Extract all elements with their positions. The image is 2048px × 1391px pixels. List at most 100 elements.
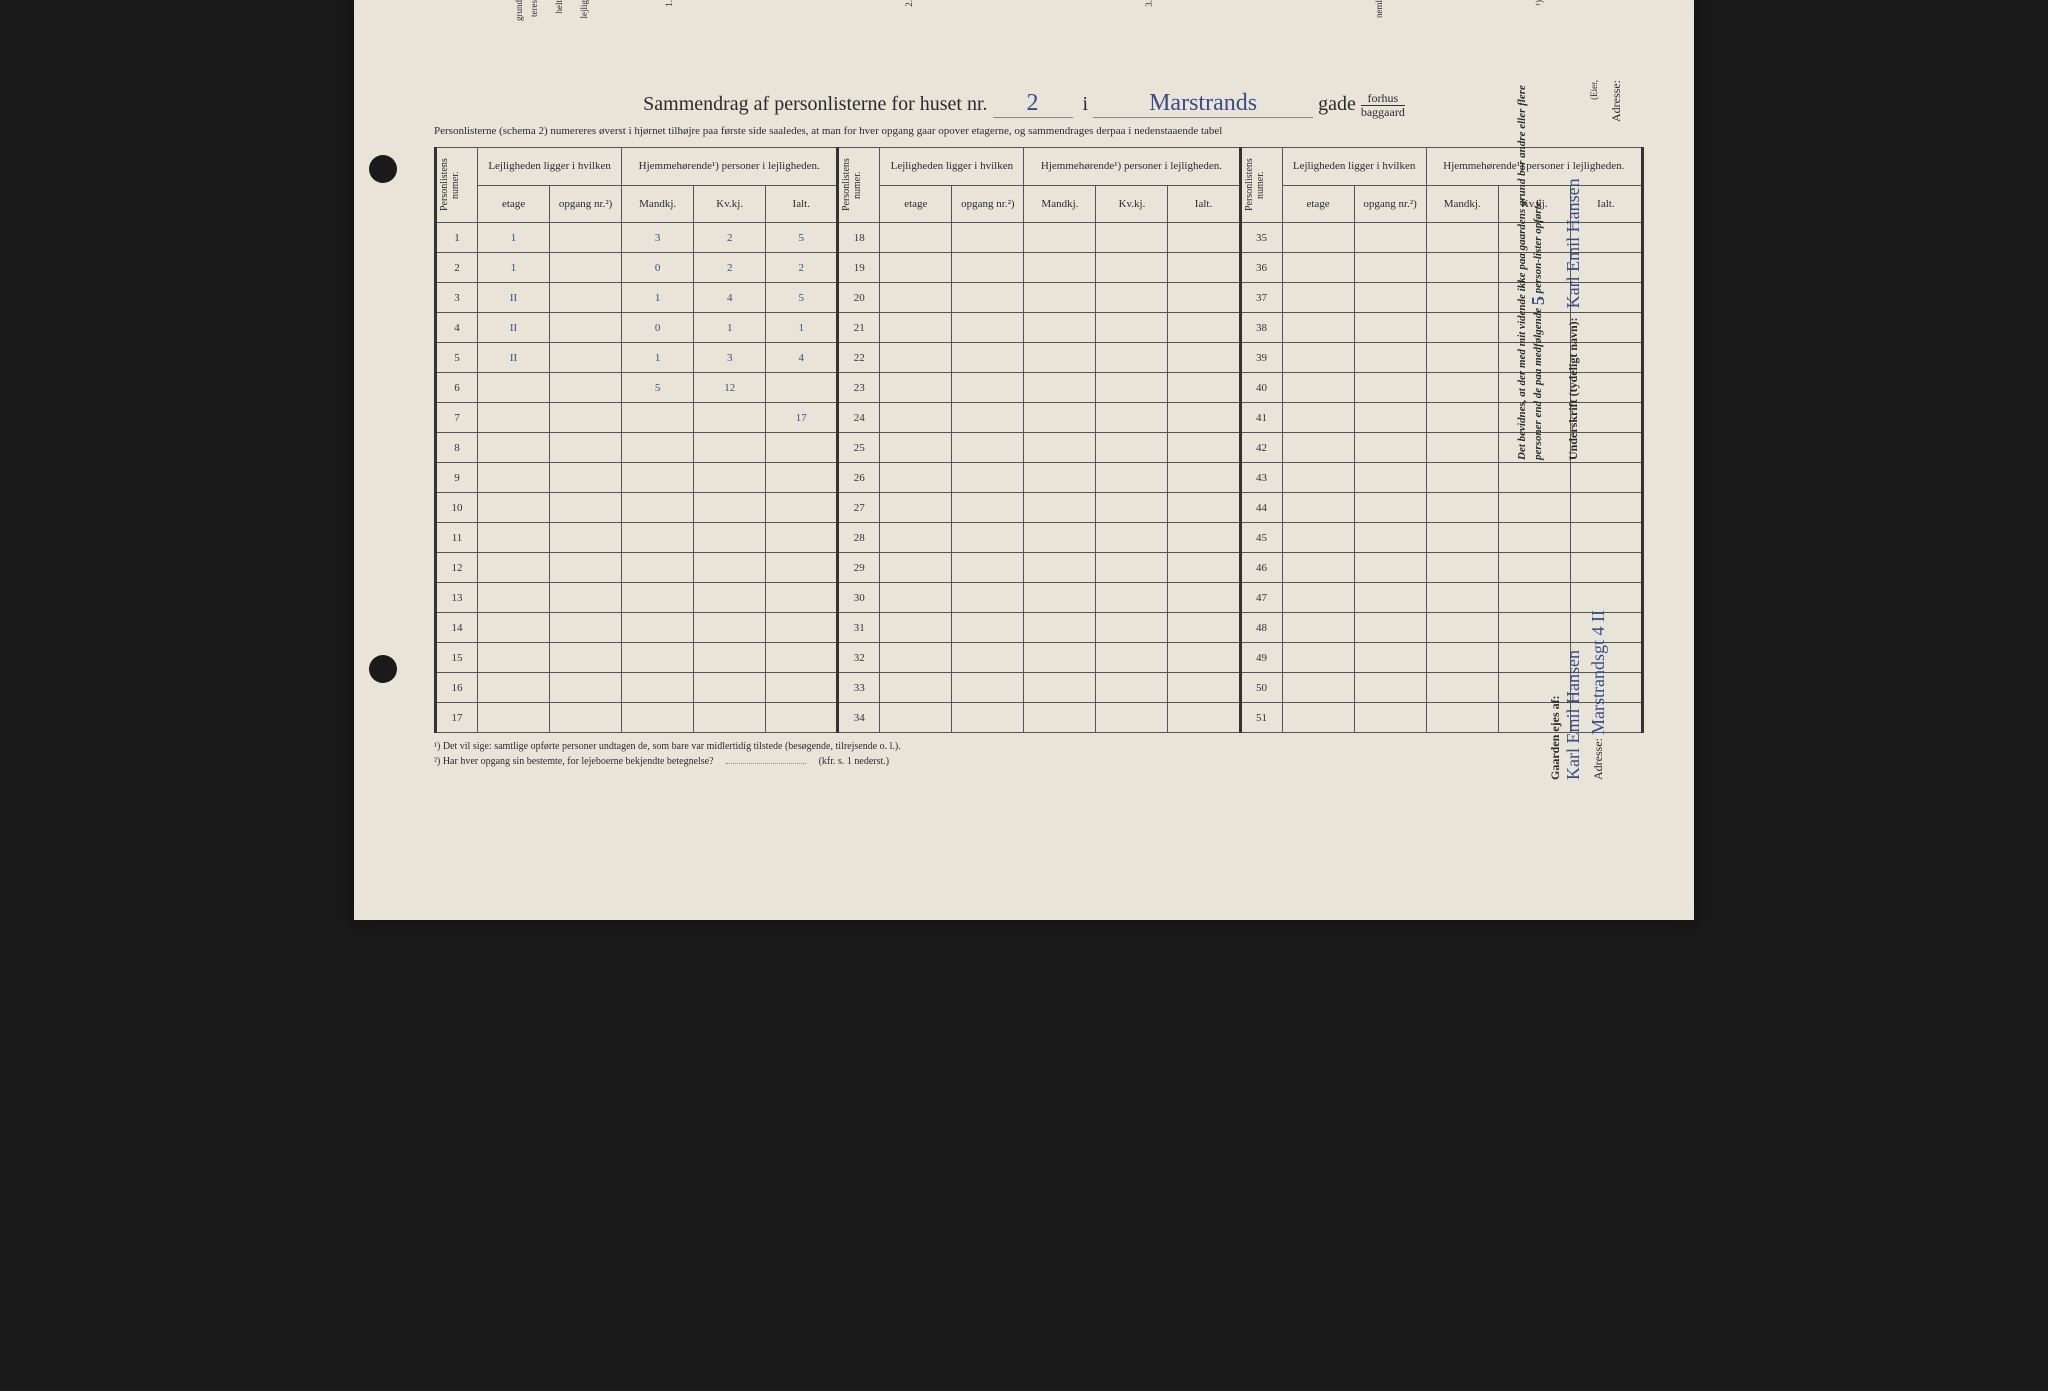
footnote-2: ²) Har hver opgang sin bestemte, for lej… — [434, 756, 1654, 767]
cell-mandkj: 5 — [622, 373, 694, 403]
row-num: 10 — [436, 493, 478, 523]
cell-mandkj — [1426, 343, 1498, 373]
table-row: 173451 — [436, 703, 1643, 733]
cell-etage — [880, 523, 952, 553]
row-num: 39 — [1240, 343, 1282, 373]
cell-etage — [478, 643, 550, 673]
cell-opgang — [550, 523, 622, 553]
cell-mandkj — [1024, 583, 1096, 613]
row-num: 7 — [436, 403, 478, 433]
row-num: 27 — [838, 493, 880, 523]
cell-mandkj: 1 — [622, 283, 694, 313]
cell-opgang — [952, 673, 1024, 703]
cell-etage — [478, 463, 550, 493]
cell-mandkj — [1426, 673, 1498, 703]
cell-ialt — [1168, 313, 1240, 343]
col-lejligheden: Lejligheden ligger i hvilken — [478, 148, 622, 186]
frag-text: helt — [554, 0, 564, 14]
row-num: 32 — [838, 643, 880, 673]
row-num: 2 — [436, 253, 478, 283]
cell-ialt — [1168, 523, 1240, 553]
cell-opgang — [1354, 523, 1426, 553]
row-num: 18 — [838, 223, 880, 253]
footnote-1: ¹) Det vil sige: samtlige opførte person… — [434, 741, 1654, 752]
cell-mandkj — [1024, 313, 1096, 343]
cell-mandkj — [622, 553, 694, 583]
cell-mandkj — [622, 703, 694, 733]
row-num: 13 — [436, 583, 478, 613]
cell-kvkj — [694, 703, 766, 733]
cell-etage: 1 — [478, 223, 550, 253]
cell-opgang — [550, 313, 622, 343]
row-num: 31 — [838, 613, 880, 643]
cell-ialt — [1168, 253, 1240, 283]
row-num: 33 — [838, 673, 880, 703]
cell-kvkj — [1096, 403, 1168, 433]
cell-etage: 1 — [478, 253, 550, 283]
adresse-value: Marstrandsgt 4 II — [1588, 610, 1608, 735]
col-hjemmehorende: Hjemmehørende¹) personer i lejligheden. — [1024, 148, 1240, 186]
row-num: 37 — [1240, 283, 1282, 313]
frac-bot: baggaard — [1361, 106, 1405, 119]
table-row: 112845 — [436, 523, 1643, 553]
cell-mandkj — [622, 433, 694, 463]
footnotes: ¹) Det vil sige: samtlige opførte person… — [434, 741, 1654, 767]
cell-opgang — [1354, 223, 1426, 253]
cell-mandkj — [1024, 523, 1096, 553]
bevidnes-block: Det bevidnes, at der med mit vidende ikk… — [1516, 80, 1549, 460]
row-num: 25 — [838, 433, 880, 463]
row-num: 16 — [436, 673, 478, 703]
cell-etage — [1282, 253, 1354, 283]
cell-etage — [1282, 463, 1354, 493]
frag-text: neml — [1374, 0, 1384, 18]
cell-opgang — [952, 343, 1024, 373]
row-num: 15 — [436, 643, 478, 673]
cell-opgang — [550, 613, 622, 643]
cell-ialt: 2 — [766, 253, 838, 283]
cell-ialt — [766, 643, 838, 673]
cell-mandkj — [1426, 223, 1498, 253]
row-num: 26 — [838, 463, 880, 493]
cell-kvkj — [1096, 283, 1168, 313]
cell-opgang — [1354, 463, 1426, 493]
eier-label: (Eier, — [1589, 80, 1599, 100]
cell-mandkj — [622, 493, 694, 523]
row-num: 4 — [436, 313, 478, 343]
cell-etage — [880, 283, 952, 313]
cell-etage — [1282, 313, 1354, 343]
col-mandkj: Mandkj. — [1426, 185, 1498, 223]
adresse2-label: Adresse: — [1609, 80, 1624, 122]
cell-etage — [478, 403, 550, 433]
row-num: 23 — [838, 373, 880, 403]
cell-opgang — [952, 313, 1024, 343]
row-num: 42 — [1240, 433, 1282, 463]
col-etage: etage — [478, 185, 550, 223]
cell-kvkj — [1096, 703, 1168, 733]
cell-ialt — [766, 553, 838, 583]
cell-kvkj — [694, 553, 766, 583]
title-suffix: gade — [1318, 93, 1356, 115]
cell-ialt — [1168, 433, 1240, 463]
cell-ialt: 4 — [766, 343, 838, 373]
cell-ialt — [1168, 403, 1240, 433]
col-etage: etage — [1282, 185, 1354, 223]
cell-etage — [1282, 583, 1354, 613]
person-count: 5 — [1528, 296, 1548, 305]
cell-ialt — [1168, 373, 1240, 403]
cell-opgang — [550, 253, 622, 283]
cell-mandkj — [1024, 553, 1096, 583]
frag-text: grund — [514, 0, 524, 21]
cell-kvkj — [1096, 373, 1168, 403]
cell-etage — [1282, 403, 1354, 433]
title-prefix: Sammendrag af personlisterne for huset n… — [643, 93, 987, 115]
cell-mandkj: 3 — [622, 223, 694, 253]
row-num: 17 — [436, 703, 478, 733]
frag-text: teres — [529, 0, 539, 17]
cell-mandkj: 1 — [622, 343, 694, 373]
cell-ialt: 5 — [766, 223, 838, 253]
col-mandkj: Mandkj. — [622, 185, 694, 223]
row-num: 35 — [1240, 223, 1282, 253]
cell-ialt: 5 — [766, 283, 838, 313]
cell-kvkj — [1096, 673, 1168, 703]
row-num: 41 — [1240, 403, 1282, 433]
